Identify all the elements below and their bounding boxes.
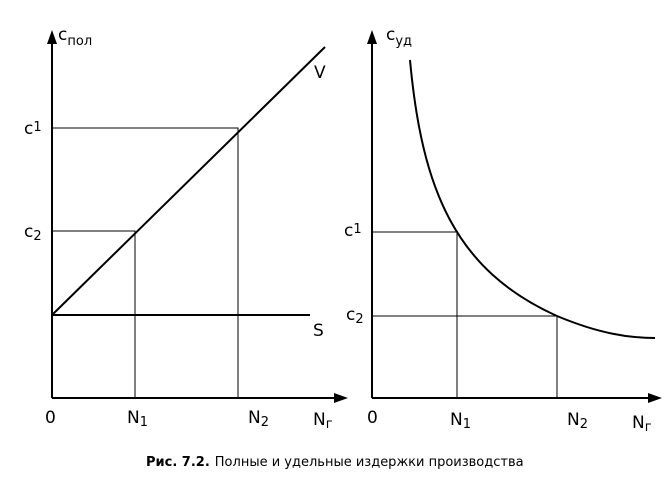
label-base: c xyxy=(344,221,353,241)
label-base: c xyxy=(386,25,395,45)
x-mark-label: N1 xyxy=(127,408,148,430)
y-axis-label: cпол xyxy=(58,25,92,49)
y-mark-label: c2 xyxy=(346,305,364,327)
label-sub: уд xyxy=(395,34,412,49)
line-v-label: V xyxy=(314,63,326,83)
label-base: c xyxy=(346,305,355,325)
caption-number: Рис. 7.2. xyxy=(146,455,210,470)
label-sub: 2 xyxy=(261,415,269,430)
label-base: c xyxy=(24,222,33,242)
x-axis-label: Nг xyxy=(313,410,333,432)
line-s-label: S xyxy=(313,321,324,341)
x-mark-label: N2 xyxy=(248,408,269,430)
label-sub: 1 xyxy=(353,222,361,237)
x-mark-label: N1 xyxy=(450,410,471,432)
cost-curve xyxy=(409,59,656,339)
label-base: N xyxy=(567,410,580,430)
label-base: c xyxy=(58,25,67,45)
y-mark-label: c1 xyxy=(344,221,362,241)
guide-2 xyxy=(372,315,558,398)
label-sub: 1 xyxy=(463,417,471,432)
label-sub: 1 xyxy=(33,120,41,135)
origin-label: 0 xyxy=(367,408,378,428)
label-sub: 1 xyxy=(140,415,148,430)
origin-label: 0 xyxy=(45,408,56,428)
y-axis-label: cуд xyxy=(386,25,412,49)
x-mark-label: N2 xyxy=(567,410,588,432)
arrow xyxy=(47,30,57,44)
label-base: N xyxy=(632,413,645,433)
label-sub: г xyxy=(326,417,333,432)
label-sub: г xyxy=(645,420,652,435)
label-base: N xyxy=(313,410,326,430)
y-mark-label: c2 xyxy=(24,222,42,244)
arrow xyxy=(367,30,377,44)
label-base: N xyxy=(248,408,261,428)
x-axis-label: Nг xyxy=(632,413,652,435)
line-v xyxy=(51,46,326,316)
right-panel: cуд c1 c2 0 N1 N2 Nг xyxy=(344,25,662,435)
left-panel: cпол V S c1 c2 0 N1 N2 Nг xyxy=(24,25,348,432)
label-sub: 2 xyxy=(580,417,588,432)
guide-1 xyxy=(372,231,458,398)
guide-2 xyxy=(52,230,136,398)
guide-1 xyxy=(52,127,239,398)
label-sub: пол xyxy=(67,34,92,49)
label-base: N xyxy=(450,410,463,430)
caption-text: Полные и удельные издержки производства xyxy=(215,455,524,470)
label-base: c xyxy=(24,119,33,139)
label-base: N xyxy=(127,408,140,428)
arrow xyxy=(648,393,662,403)
label-sub: 2 xyxy=(33,229,41,244)
y-mark-label: c1 xyxy=(24,119,42,139)
label-sub: 2 xyxy=(355,312,363,327)
arrow xyxy=(334,393,348,403)
caption: Рис. 7.2. Полные и удельные издержки прои… xyxy=(146,455,524,470)
